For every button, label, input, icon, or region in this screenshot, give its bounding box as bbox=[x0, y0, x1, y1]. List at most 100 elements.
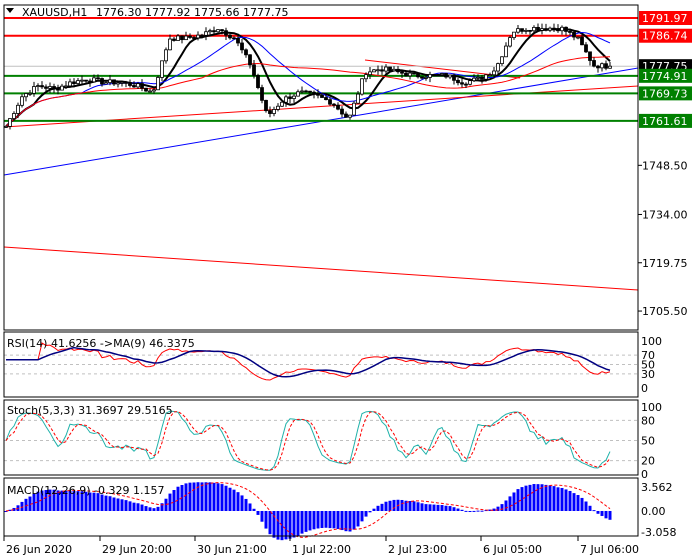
candle-down bbox=[588, 51, 592, 61]
candle-down bbox=[228, 34, 232, 39]
panel-frame bbox=[3, 477, 639, 537]
time-tick-label: 29 Jun 20:00 bbox=[102, 543, 172, 556]
stoch-tick-label: 80 bbox=[641, 414, 655, 427]
macd-bar bbox=[144, 506, 148, 511]
candle-down bbox=[112, 79, 116, 85]
candle-down bbox=[396, 68, 400, 73]
macd-bar bbox=[404, 500, 408, 511]
candle-up bbox=[64, 85, 68, 88]
macd-bar bbox=[428, 504, 432, 511]
candle-down bbox=[344, 113, 348, 118]
macd-bar bbox=[280, 511, 284, 541]
ma-fast-line bbox=[5, 27, 611, 128]
candle-up bbox=[532, 26, 536, 32]
candle-down bbox=[316, 93, 320, 96]
candle-down bbox=[40, 85, 44, 88]
collapse-triangle-icon[interactable] bbox=[6, 8, 14, 13]
candle-up bbox=[496, 63, 500, 72]
candle-down bbox=[556, 28, 560, 32]
macd-bar bbox=[228, 487, 232, 511]
price-panel bbox=[3, 17, 639, 291]
macd-bar bbox=[36, 491, 40, 511]
candle-up bbox=[276, 105, 280, 110]
candle-down bbox=[444, 73, 448, 78]
macd-bar bbox=[200, 482, 204, 511]
macd-bar bbox=[292, 511, 296, 538]
candle-down bbox=[580, 36, 584, 46]
candle-up bbox=[32, 86, 36, 94]
macd-bar bbox=[584, 501, 588, 511]
candle-up bbox=[12, 113, 16, 119]
macd-bar bbox=[484, 510, 488, 512]
candle-down bbox=[256, 75, 260, 88]
macd-bar bbox=[128, 501, 132, 511]
candle-up bbox=[152, 89, 156, 92]
candle-down bbox=[240, 42, 244, 51]
macd-bar bbox=[408, 500, 412, 511]
macd-bar bbox=[608, 511, 612, 520]
candle-down bbox=[380, 69, 384, 72]
candle-down bbox=[336, 104, 340, 110]
macd-bar bbox=[92, 492, 96, 511]
macd-bar bbox=[60, 490, 64, 511]
macd-bar bbox=[308, 511, 312, 531]
candle-down bbox=[332, 103, 336, 106]
candle-up bbox=[68, 81, 72, 87]
candle-down bbox=[452, 74, 456, 81]
macd-bar bbox=[332, 511, 336, 529]
macd-bar bbox=[472, 510, 476, 512]
candle-up bbox=[368, 71, 372, 76]
candle-up bbox=[608, 65, 612, 69]
macd-bar bbox=[520, 487, 524, 511]
candle-up bbox=[184, 35, 188, 41]
macd-bar bbox=[564, 489, 568, 511]
candle-up bbox=[384, 66, 388, 72]
rsi-panel bbox=[4, 342, 638, 381]
stoch-tick-label: 50 bbox=[641, 435, 655, 448]
candle-up bbox=[516, 28, 520, 33]
candle-up bbox=[284, 96, 288, 103]
stoch-panel bbox=[4, 410, 638, 471]
macd-bar bbox=[532, 484, 536, 511]
macd-bar bbox=[528, 484, 532, 511]
macd-bar bbox=[368, 511, 372, 513]
candle-down bbox=[584, 44, 588, 53]
candle-down bbox=[96, 77, 100, 80]
macd-bar bbox=[336, 511, 340, 529]
macd-bar bbox=[460, 509, 464, 511]
macd-bar bbox=[152, 508, 156, 511]
macd-panel bbox=[4, 482, 612, 541]
price-tick-label: 1734.00 bbox=[642, 208, 688, 221]
macd-bar bbox=[312, 511, 316, 530]
candle-down bbox=[572, 31, 576, 38]
candle-down bbox=[172, 38, 176, 41]
price-level-badge bbox=[639, 68, 692, 83]
macd-bar bbox=[432, 504, 436, 511]
macd-bar bbox=[252, 508, 256, 511]
macd-bar bbox=[444, 505, 448, 511]
macd-bar bbox=[76, 491, 80, 511]
candle-up bbox=[104, 82, 108, 85]
candle-down bbox=[140, 83, 144, 89]
candle-up bbox=[508, 37, 512, 47]
stoch-title: Stoch(5,3,3) 31.3697 29.5165 bbox=[7, 404, 173, 417]
macd-bar bbox=[544, 484, 548, 511]
price-level-label: 1791.97 bbox=[642, 12, 688, 25]
candle-down bbox=[56, 87, 60, 91]
candle-down bbox=[592, 60, 596, 67]
stoch-tick-label: 100 bbox=[641, 401, 662, 414]
candle-down bbox=[248, 54, 252, 66]
macd-bar bbox=[264, 511, 268, 529]
macd-bar bbox=[600, 511, 604, 516]
macd-bar bbox=[88, 492, 92, 511]
candle-down bbox=[400, 71, 404, 74]
candle-up bbox=[524, 29, 528, 32]
panel-frame bbox=[3, 4, 639, 331]
macd-bar bbox=[40, 490, 44, 511]
macd-bar bbox=[72, 491, 76, 511]
macd-bar bbox=[320, 511, 324, 528]
candle-down bbox=[304, 90, 308, 93]
macd-bar bbox=[68, 490, 72, 511]
macd-bar bbox=[284, 511, 288, 540]
